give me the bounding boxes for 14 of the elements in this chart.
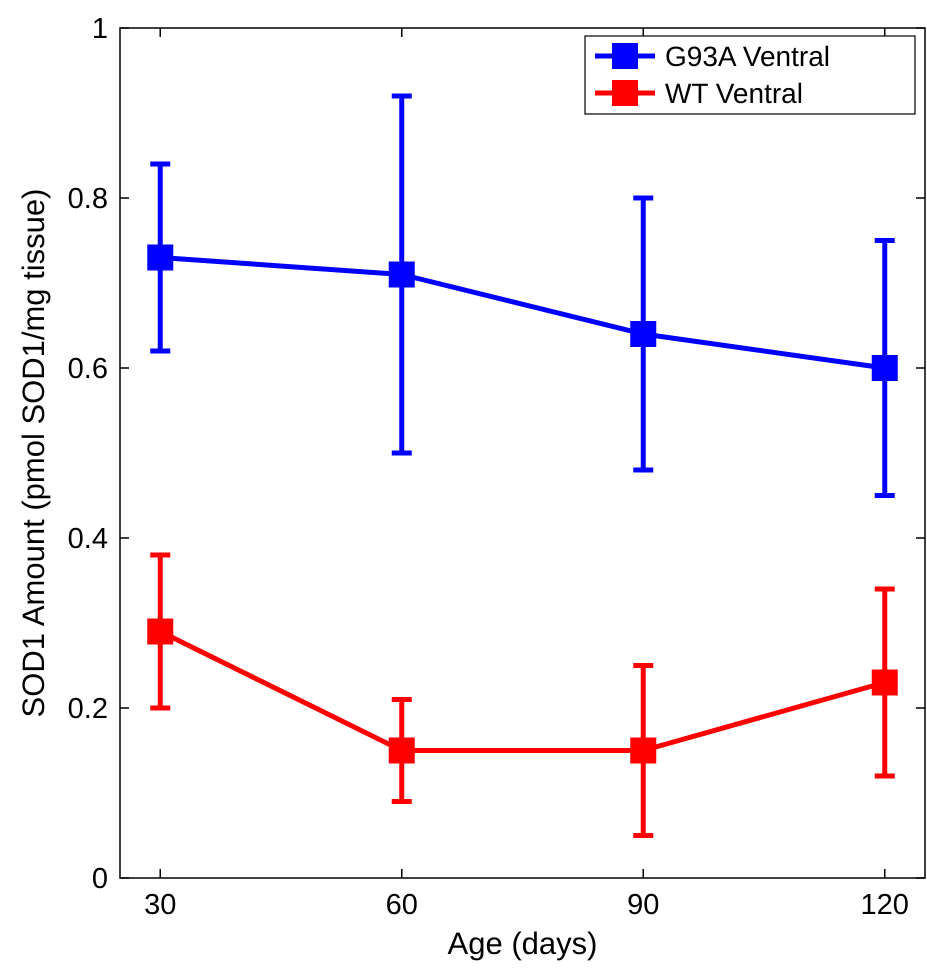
y-tick-label: 0 (92, 863, 108, 895)
y-tick-label: 0.2 (68, 693, 108, 725)
y-tick-label: 1 (92, 13, 108, 45)
x-tick-label: 120 (860, 889, 909, 921)
x-tick-label: 30 (144, 889, 176, 921)
legend-label: G93A Ventral (665, 41, 830, 72)
x-tick-label: 60 (386, 889, 418, 921)
x-axis-title: Age (days) (448, 926, 598, 961)
y-tick-label: 0.6 (68, 353, 108, 385)
x-tick-label: 90 (627, 889, 660, 921)
y-tick-label: 0.4 (68, 523, 108, 555)
y-axis-title: SOD1 Amount (pmol SOD1/mg tissue) (16, 188, 51, 718)
legend-label: WT Ventral (665, 78, 803, 109)
y-tick-label: 0.8 (68, 183, 108, 215)
